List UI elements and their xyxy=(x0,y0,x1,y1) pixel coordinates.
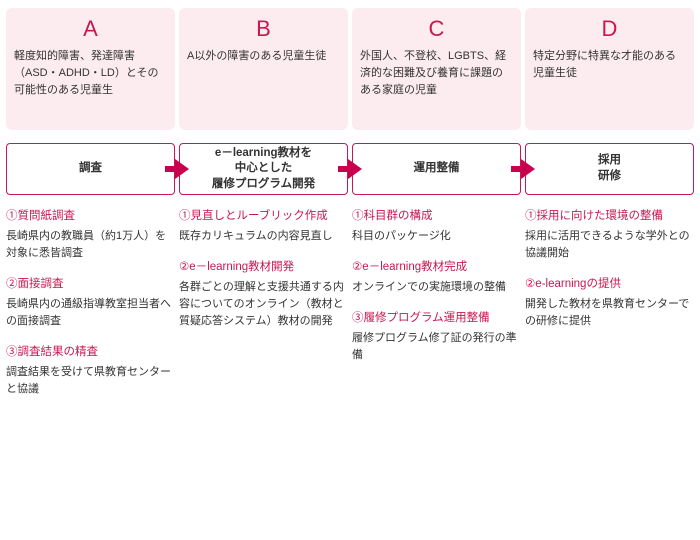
column-letter: C xyxy=(360,16,513,42)
detail-item: ①採用に向けた環境の整備採用に活用できるような学外との協議開始 xyxy=(525,208,694,262)
details: ①見直しとルーブリック作成既存カリキュラムの内容見直し ②e－learning教材… xyxy=(179,208,348,330)
detail-item: ②面接調査長崎県内の通級指導教室担当者への面接調査 xyxy=(6,276,175,330)
detail-item-body: 長崎県内の教職員（約1万人）を対象に悉皆調査 xyxy=(6,228,175,262)
details: ①質問紙調査長崎県内の教職員（約1万人）を対象に悉皆調査 ②面接調査長崎県内の通級… xyxy=(6,208,175,398)
detail-item-title: ③調査結果の精査 xyxy=(6,344,175,362)
detail-item-title: ①科目群の構成 xyxy=(352,208,521,226)
detail-item-body: 開発した教材を県教育センターでの研修に提供 xyxy=(525,296,694,330)
detail-item-title: ③履修プログラム運用整備 xyxy=(352,310,521,328)
detail-item-body: 採用に活用できるような学外との協議開始 xyxy=(525,228,694,262)
detail-item-body: 各群ごとの理解と支援共通する内容についてのオンライン（教材と質疑応答システム）教… xyxy=(179,279,348,330)
column-letter: A xyxy=(14,16,167,42)
detail-item-title: ②e－learning教材開発 xyxy=(179,259,348,277)
header-desc: 特定分野に特異な才能のある児童生徒 xyxy=(533,48,686,82)
detail-item-title: ①見直しとルーブリック作成 xyxy=(179,208,348,226)
column-c: C 外国人、不登校、LGBTS、経済的な困難及び養育に課題のある家庭の児童運用整備… xyxy=(352,8,521,412)
stage-box: 調査 xyxy=(6,143,175,195)
stage-row: 採用研修 xyxy=(525,140,694,198)
detail-item: ①見直しとルーブリック作成既存カリキュラムの内容見直し xyxy=(179,208,348,245)
header-box: C 外国人、不登校、LGBTS、経済的な困難及び養育に課題のある家庭の児童 xyxy=(352,8,521,130)
detail-item-body: 履修プログラム修了証の発行の準備 xyxy=(352,330,521,364)
stage-box: 運用整備 xyxy=(352,143,521,195)
details: ①採用に向けた環境の整備採用に活用できるような学外との協議開始 ②e-learni… xyxy=(525,208,694,330)
stage-row: 運用整備 xyxy=(352,140,521,198)
detail-item: ②e－learning教材開発各群ごとの理解と支援共通する内容についてのオンライ… xyxy=(179,259,348,330)
header-desc: 外国人、不登校、LGBTS、経済的な困難及び養育に課題のある家庭の児童 xyxy=(360,48,513,99)
detail-item-body: 既存カリキュラムの内容見直し xyxy=(179,228,348,245)
detail-item: ③調査結果の精査調査結果を受けて県教育センターと協議 xyxy=(6,344,175,398)
header-box: A 軽度知的障害、発達障害（ASD・ADHD・LD）とその可能性のある児童生 xyxy=(6,8,175,130)
detail-item-body: 調査結果を受けて県教育センターと協議 xyxy=(6,364,175,398)
detail-item: ②e－learning教材完成オンラインでの実施環境の整備 xyxy=(352,259,521,296)
stage-row: 調査 xyxy=(6,140,175,198)
detail-item: ①科目群の構成科目のパッケージ化 xyxy=(352,208,521,245)
detail-item-body: 長崎県内の通級指導教室担当者への面接調査 xyxy=(6,296,175,330)
detail-item-title: ①質問紙調査 xyxy=(6,208,175,226)
arrow-right-icon xyxy=(338,159,362,179)
detail-item-title: ②e-learningの提供 xyxy=(525,276,694,294)
detail-item: ①質問紙調査長崎県内の教職員（約1万人）を対象に悉皆調査 xyxy=(6,208,175,262)
detail-item-title: ②e－learning教材完成 xyxy=(352,259,521,277)
detail-item-body: 科目のパッケージ化 xyxy=(352,228,521,245)
detail-item: ②e-learningの提供開発した教材を県教育センターでの研修に提供 xyxy=(525,276,694,330)
arrow-right-icon xyxy=(511,159,535,179)
stage-row: e－learning教材を中心とした履修プログラム開発 xyxy=(179,140,348,198)
arrow-right-icon xyxy=(165,159,189,179)
stage-box: e－learning教材を中心とした履修プログラム開発 xyxy=(179,143,348,195)
column-a: A軽度知的障害、発達障害（ASD・ADHD・LD）とその可能性のある児童生調査 … xyxy=(6,8,175,412)
column-d: D 特定分野に特異な才能のある児童生徒採用研修 ①採用に向けた環境の整備採用に活用で… xyxy=(525,8,694,412)
column-letter: D xyxy=(533,16,686,42)
header-box: B A以外の障害のある児童生徒 xyxy=(179,8,348,130)
header-box: D 特定分野に特異な才能のある児童生徒 xyxy=(525,8,694,130)
column-b: B A以外の障害のある児童生徒 e－learning教材を中心とした履修プログラム開… xyxy=(179,8,348,412)
column-letter: B xyxy=(187,16,340,42)
detail-item-title: ②面接調査 xyxy=(6,276,175,294)
header-desc: 軽度知的障害、発達障害（ASD・ADHD・LD）とその可能性のある児童生 xyxy=(14,48,167,99)
header-desc: A以外の障害のある児童生徒 xyxy=(187,48,340,65)
detail-item-body: オンラインでの実施環境の整備 xyxy=(352,279,521,296)
detail-item-title: ①採用に向けた環境の整備 xyxy=(525,208,694,226)
detail-item: ③履修プログラム運用整備履修プログラム修了証の発行の準備 xyxy=(352,310,521,364)
stage-box: 採用研修 xyxy=(525,143,694,195)
details: ①科目群の構成科目のパッケージ化 ②e－learning教材完成オンラインでの実施… xyxy=(352,208,521,364)
